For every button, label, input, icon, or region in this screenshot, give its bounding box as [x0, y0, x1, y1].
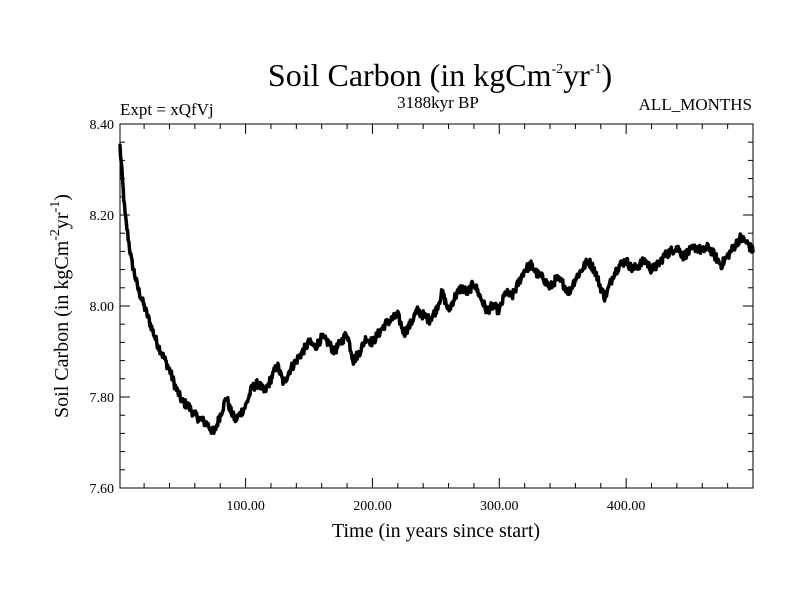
chart-title-exp1: -2: [551, 62, 563, 77]
y-tick-label: 7.80: [90, 391, 115, 406]
y-axis-label-exp2: -1: [48, 201, 63, 213]
axis-tick-labels: 100.00 200.00 300.00 400.00 7.60 7.80 8.00 8.20…: [90, 118, 646, 514]
chart-title-main: Soil Carbon (in kgCm: [268, 57, 552, 93]
y-tick-label: 8.20: [90, 209, 115, 224]
chart-title-close: ): [601, 57, 612, 93]
chart-title-mid: yr: [563, 57, 590, 93]
series-line-soil-carbon: [118, 143, 755, 435]
y-tick-label: 8.40: [90, 118, 115, 133]
x-tick-label: 400.00: [607, 499, 646, 514]
x-tick-label: 200.00: [353, 499, 392, 514]
chart-title-exp2: -1: [590, 62, 602, 77]
chart-title: Soil Carbon (in kgCm-2yr-1): [268, 57, 612, 93]
y-axis-label-main: Soil Carbon (in kgCm: [51, 240, 73, 418]
y-axis-label: Soil Carbon (in kgCm-2yr-1): [48, 194, 73, 418]
y-axis-label-close: ): [51, 194, 73, 201]
x-tick-label: 300.00: [480, 499, 519, 514]
y-axis-label-mid: yr: [51, 212, 73, 229]
period-label: 3188kyr BP: [397, 93, 479, 112]
months-label: ALL_MONTHS: [639, 95, 752, 114]
axis-ticks: [120, 123, 753, 489]
experiment-label: Expt = xQfVj: [120, 100, 214, 119]
y-tick-label: 7.60: [90, 482, 115, 497]
x-axis-label: Time (in years since start): [332, 520, 540, 542]
x-tick-label: 100.00: [226, 499, 265, 514]
y-tick-label: 8.00: [90, 300, 115, 315]
y-axis-label-exp1: -2: [48, 229, 63, 241]
